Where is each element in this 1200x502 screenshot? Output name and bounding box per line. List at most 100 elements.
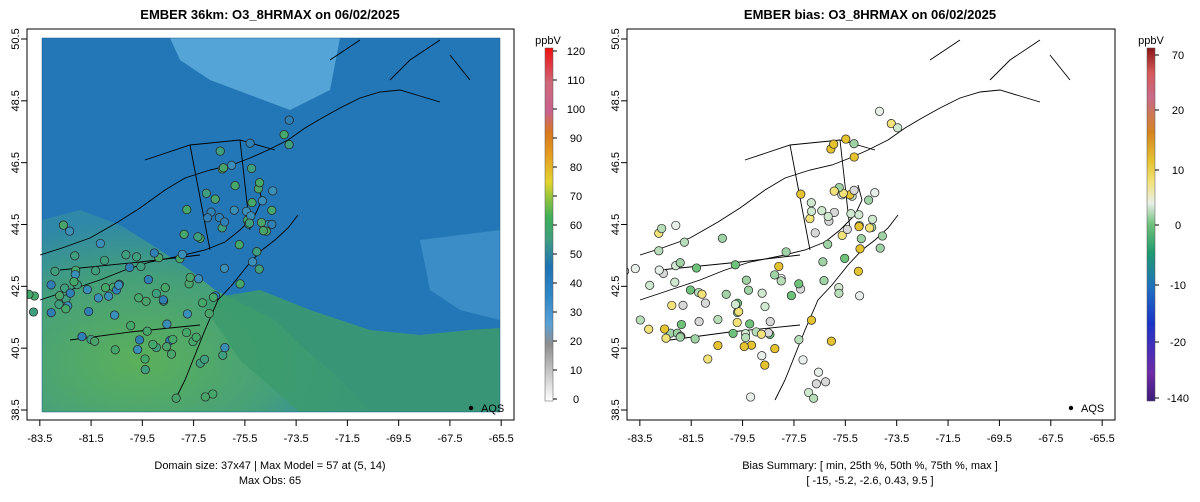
aqs-site-marker: [200, 392, 210, 402]
aqs-site-marker: [255, 178, 265, 188]
aqs-site-marker: [864, 195, 874, 205]
model-field-coastal-green: [200, 290, 500, 412]
aqs-site-marker: [810, 228, 820, 238]
colorbar-tick-label: 10: [570, 365, 582, 377]
aqs-site-marker: [616, 313, 624, 321]
aqs-site-marker: [203, 213, 213, 223]
panel2-footer-line2: [ -15, -5.2, -2.6, 0.43, 9.5 ]: [806, 475, 933, 487]
aqs-site-marker: [627, 267, 630, 276]
aqs-site-marker: [691, 263, 702, 273]
aqs-site-marker: [258, 226, 268, 236]
aqs-site-marker: [257, 196, 267, 206]
x-tick-label: -77.5: [181, 433, 206, 445]
aqs-site-marker: [821, 377, 831, 387]
aqs-site-marker: [855, 244, 865, 254]
aqs-site-marker: [703, 354, 713, 364]
aqs-site-marker: [284, 140, 294, 150]
aqs-site-marker: [818, 257, 828, 267]
aqs-site-marker: [690, 334, 700, 344]
aqs-site-marker: [208, 389, 218, 399]
aqs-site-marker: [143, 275, 153, 285]
aqs-site-marker: [811, 379, 821, 389]
aqs-site-marker: [804, 387, 814, 398]
x-tick-label: -71.5: [335, 433, 360, 445]
aqs-site-marker: [760, 301, 770, 312]
panel2-title: EMBER bias: O3_8HRMAX on 06/02/2025: [744, 7, 996, 22]
aqs-site-marker: [234, 240, 244, 250]
aqs-site-marker: [657, 223, 667, 234]
panel2-x-axis: -83.5 -81.5 -79.5 -77.5 -75.5 -73.5 -71.5 -69.5…: [627, 420, 1115, 445]
aqs-site-marker: [700, 298, 710, 308]
x-tick-label: -65.5: [1090, 433, 1115, 445]
aqs-site-marker: [268, 186, 278, 196]
aqs-site-marker: [84, 306, 94, 317]
aqs-site-marker: [854, 210, 864, 220]
aqs-site-marker: [55, 291, 65, 301]
aqs-site-marker: [179, 229, 189, 239]
aqs-site-marker: [877, 231, 887, 241]
aqs-site-marker: [630, 264, 640, 274]
panel1-plot: [14, 37, 501, 413]
aqs-site-marker: [846, 209, 856, 219]
panel1-title: EMBER 36km: O3_8HRMAX on 06/02/2025: [140, 7, 399, 22]
panel1-legend-label: AQS: [481, 403, 504, 415]
aqs-site-marker: [717, 233, 727, 243]
aqs-site-marker: [110, 345, 120, 355]
y-tick-label: 46.5: [10, 152, 22, 173]
aqs-site-marker: [267, 205, 277, 215]
aqs-site-marker: [786, 291, 796, 301]
aqs-site-marker: [235, 279, 245, 289]
colorbar-tick-label: 20: [1172, 105, 1184, 117]
aqs-site-marker: [133, 345, 143, 355]
panel1-x-axis: -83.5 -81.5 -79.5 -77.5 -75.5 -73.5 -71.5 -69.5…: [27, 420, 514, 445]
aqs-site-marker: [126, 321, 136, 331]
aqs-site-marker: [193, 232, 203, 242]
aqs-site-marker: [191, 332, 201, 342]
aqs-site-marker: [823, 239, 833, 249]
y-tick-label: 44.5: [10, 214, 22, 235]
aqs-site-marker: [134, 293, 144, 303]
state-border-3: [144, 139, 276, 161]
aqs-site-marker: [14, 322, 22, 330]
coastline: [639, 89, 1041, 256]
aqs-site-marker: [796, 189, 806, 199]
x-tick-label: -77.5: [781, 433, 806, 445]
colorbar-tick-label: 30: [570, 307, 582, 319]
colorbar-tick-label: 20: [570, 336, 582, 348]
aqs-site-marker: [182, 309, 192, 319]
aqs-site-marker: [741, 275, 751, 285]
aqs-site-marker: [215, 146, 225, 156]
aqs-site-marker: [732, 317, 742, 328]
aqs-site-marker: [874, 106, 885, 116]
colorbar2-unit: ppbV: [1138, 35, 1164, 47]
colorbar1-ticks: 0 10 20 30 40 50 60 70 80 90 100 110 120: [553, 46, 585, 406]
aqs-site-marker: [162, 319, 172, 329]
y-tick-label: 50.5: [610, 28, 622, 49]
aqs-site-marker: [194, 274, 204, 284]
aqs-site-marker: [675, 258, 685, 268]
aqs-site-marker: [757, 288, 767, 298]
aqs-site-marker: [837, 230, 847, 240]
aqs-site-marker: [185, 272, 195, 282]
maritime-coast: [929, 39, 1071, 81]
aqs-site-marker: [256, 217, 267, 228]
aqs-site-marker: [149, 248, 159, 258]
x-tick-label: -71.5: [936, 433, 961, 445]
panel1-footer-line2: Max Obs: 65: [239, 475, 301, 487]
aqs-site-marker: [616, 267, 624, 275]
aqs-site-marker: [875, 243, 885, 253]
colorbar-tick-label: 10: [1172, 165, 1184, 177]
aqs-site-marker: [794, 335, 804, 345]
aqs-site-marker: [842, 224, 852, 234]
colorbar-tick-label: 80: [570, 162, 582, 174]
aqs-site-marker: [90, 336, 100, 346]
aqs-site-marker: [694, 317, 704, 327]
colorbar-tick-label: 40: [570, 278, 582, 290]
aqs-site-marker: [110, 310, 120, 320]
east-coast: [174, 214, 299, 401]
aqs-site-marker: [267, 219, 277, 229]
aqs-site-marker: [746, 392, 756, 402]
aqs-site-marker: [50, 266, 60, 276]
aqs-site-marker: [160, 283, 170, 293]
aqs-site-marker: [756, 329, 766, 339]
